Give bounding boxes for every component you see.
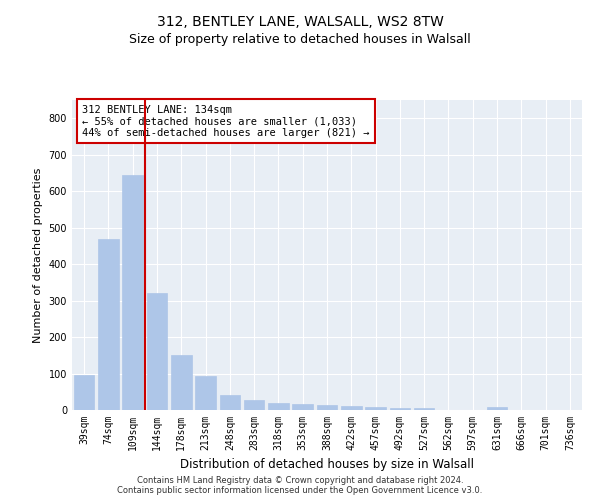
- Bar: [317, 405, 337, 410]
- Bar: [122, 175, 143, 410]
- Bar: [244, 400, 265, 410]
- Bar: [171, 354, 191, 410]
- Bar: [146, 294, 167, 410]
- Bar: [341, 406, 362, 410]
- Text: Size of property relative to detached houses in Walsall: Size of property relative to detached ho…: [129, 32, 471, 46]
- Bar: [220, 394, 240, 410]
- Text: 312, BENTLEY LANE, WALSALL, WS2 8TW: 312, BENTLEY LANE, WALSALL, WS2 8TW: [157, 15, 443, 29]
- Bar: [414, 408, 434, 410]
- Bar: [365, 407, 386, 410]
- Bar: [74, 376, 94, 410]
- Bar: [195, 376, 216, 410]
- Text: 312 BENTLEY LANE: 134sqm
← 55% of detached houses are smaller (1,033)
44% of sem: 312 BENTLEY LANE: 134sqm ← 55% of detach…: [82, 104, 370, 138]
- Y-axis label: Number of detached properties: Number of detached properties: [33, 168, 43, 342]
- Bar: [487, 408, 508, 410]
- Bar: [98, 238, 119, 410]
- Bar: [389, 408, 410, 410]
- Text: Contains HM Land Registry data © Crown copyright and database right 2024.
Contai: Contains HM Land Registry data © Crown c…: [118, 476, 482, 495]
- Bar: [292, 404, 313, 410]
- X-axis label: Distribution of detached houses by size in Walsall: Distribution of detached houses by size …: [180, 458, 474, 471]
- Bar: [268, 404, 289, 410]
